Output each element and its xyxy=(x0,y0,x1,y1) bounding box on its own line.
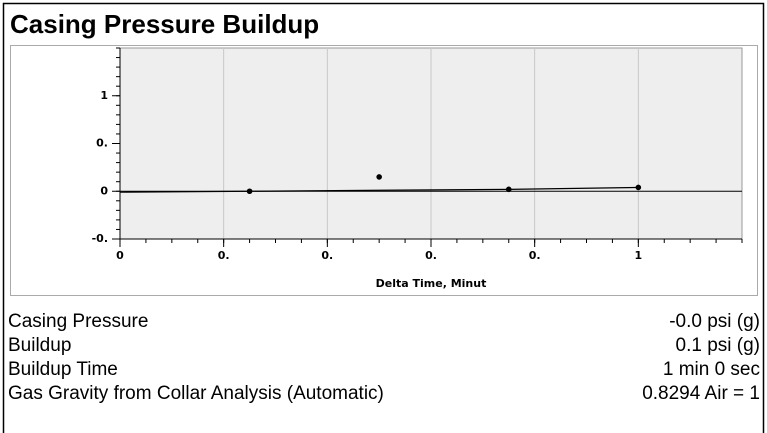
series-line xyxy=(119,186,639,193)
x-tick-label: 0. xyxy=(425,249,437,262)
data-point xyxy=(376,174,382,180)
info-value: 0.8294 Air = 1 xyxy=(642,383,760,404)
y-tick-label: -0. xyxy=(92,232,108,245)
y-tick-label: 0. xyxy=(96,137,108,150)
y-tick-label: 1 xyxy=(100,89,108,102)
data-point xyxy=(635,184,642,191)
info-label: Buildup xyxy=(8,335,71,356)
data-point xyxy=(246,188,253,195)
info-value: 0.1 psi (g) xyxy=(676,335,760,356)
y-tick-label: 0 xyxy=(100,184,108,197)
x-axis-label: Delta Time, Minut xyxy=(376,277,487,290)
x-tick-label: 0. xyxy=(529,249,541,262)
title: Casing Pressure Buildup xyxy=(10,9,319,39)
x-tick-label: 0 xyxy=(116,249,124,262)
x-tick-label: 1 xyxy=(635,249,643,262)
x-tick-label: 0. xyxy=(321,249,333,262)
info-value: -0.0 psi (g) xyxy=(669,311,760,332)
info-value: 1 min 0 sec xyxy=(663,359,760,380)
info-label: Buildup Time xyxy=(8,359,118,380)
x-tick-label: 0. xyxy=(218,249,230,262)
data-point xyxy=(505,186,512,193)
info-label: Casing Pressure xyxy=(8,311,148,332)
info-label: Gas Gravity from Collar Analysis (Automa… xyxy=(8,383,384,404)
